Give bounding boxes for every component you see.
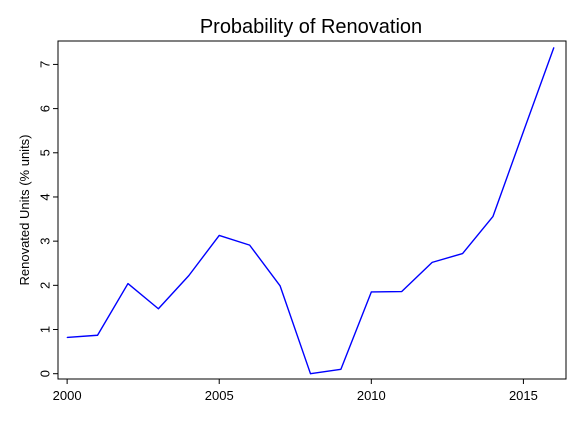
x-tick-label: 2010 <box>357 388 386 403</box>
x-axis: 2000 2005 2010 2015 <box>53 379 538 403</box>
data-point <box>370 291 372 293</box>
data-point <box>522 131 524 133</box>
data-point <box>492 215 494 217</box>
series-layer <box>66 47 555 375</box>
y-tick-label: 1 <box>38 326 53 333</box>
data-point <box>309 373 311 375</box>
data-point <box>97 334 99 336</box>
chart-title: Probability of Renovation <box>200 16 422 38</box>
data-point <box>249 244 251 246</box>
y-tick-label: 0 <box>38 370 53 377</box>
y-axis-label: Renovated Units (% units) <box>17 134 32 285</box>
y-tick-label: 6 <box>38 105 53 112</box>
x-tick-label: 2005 <box>205 388 234 403</box>
data-point <box>66 336 68 338</box>
series-line <box>67 47 555 375</box>
data-point <box>431 261 433 263</box>
y-tick-label: 4 <box>38 193 53 200</box>
data-point <box>401 291 403 293</box>
y-tick-label: 5 <box>38 149 53 156</box>
y-tick-label: 3 <box>38 238 53 245</box>
data-point <box>553 47 555 49</box>
x-tick-label: 2000 <box>53 388 82 403</box>
y-axis: 0 1 2 3 4 5 6 7 <box>38 61 58 377</box>
data-point <box>340 368 342 370</box>
y-tick-label: 2 <box>38 282 53 289</box>
data-point <box>157 308 159 310</box>
x-tick-label: 2015 <box>509 388 538 403</box>
data-point <box>218 234 220 236</box>
data-point <box>462 253 464 255</box>
plot-area-frame <box>57 40 567 380</box>
y-tick-label: 7 <box>38 61 53 68</box>
data-point <box>279 285 281 287</box>
data-point <box>127 283 129 285</box>
data-point <box>188 275 190 277</box>
